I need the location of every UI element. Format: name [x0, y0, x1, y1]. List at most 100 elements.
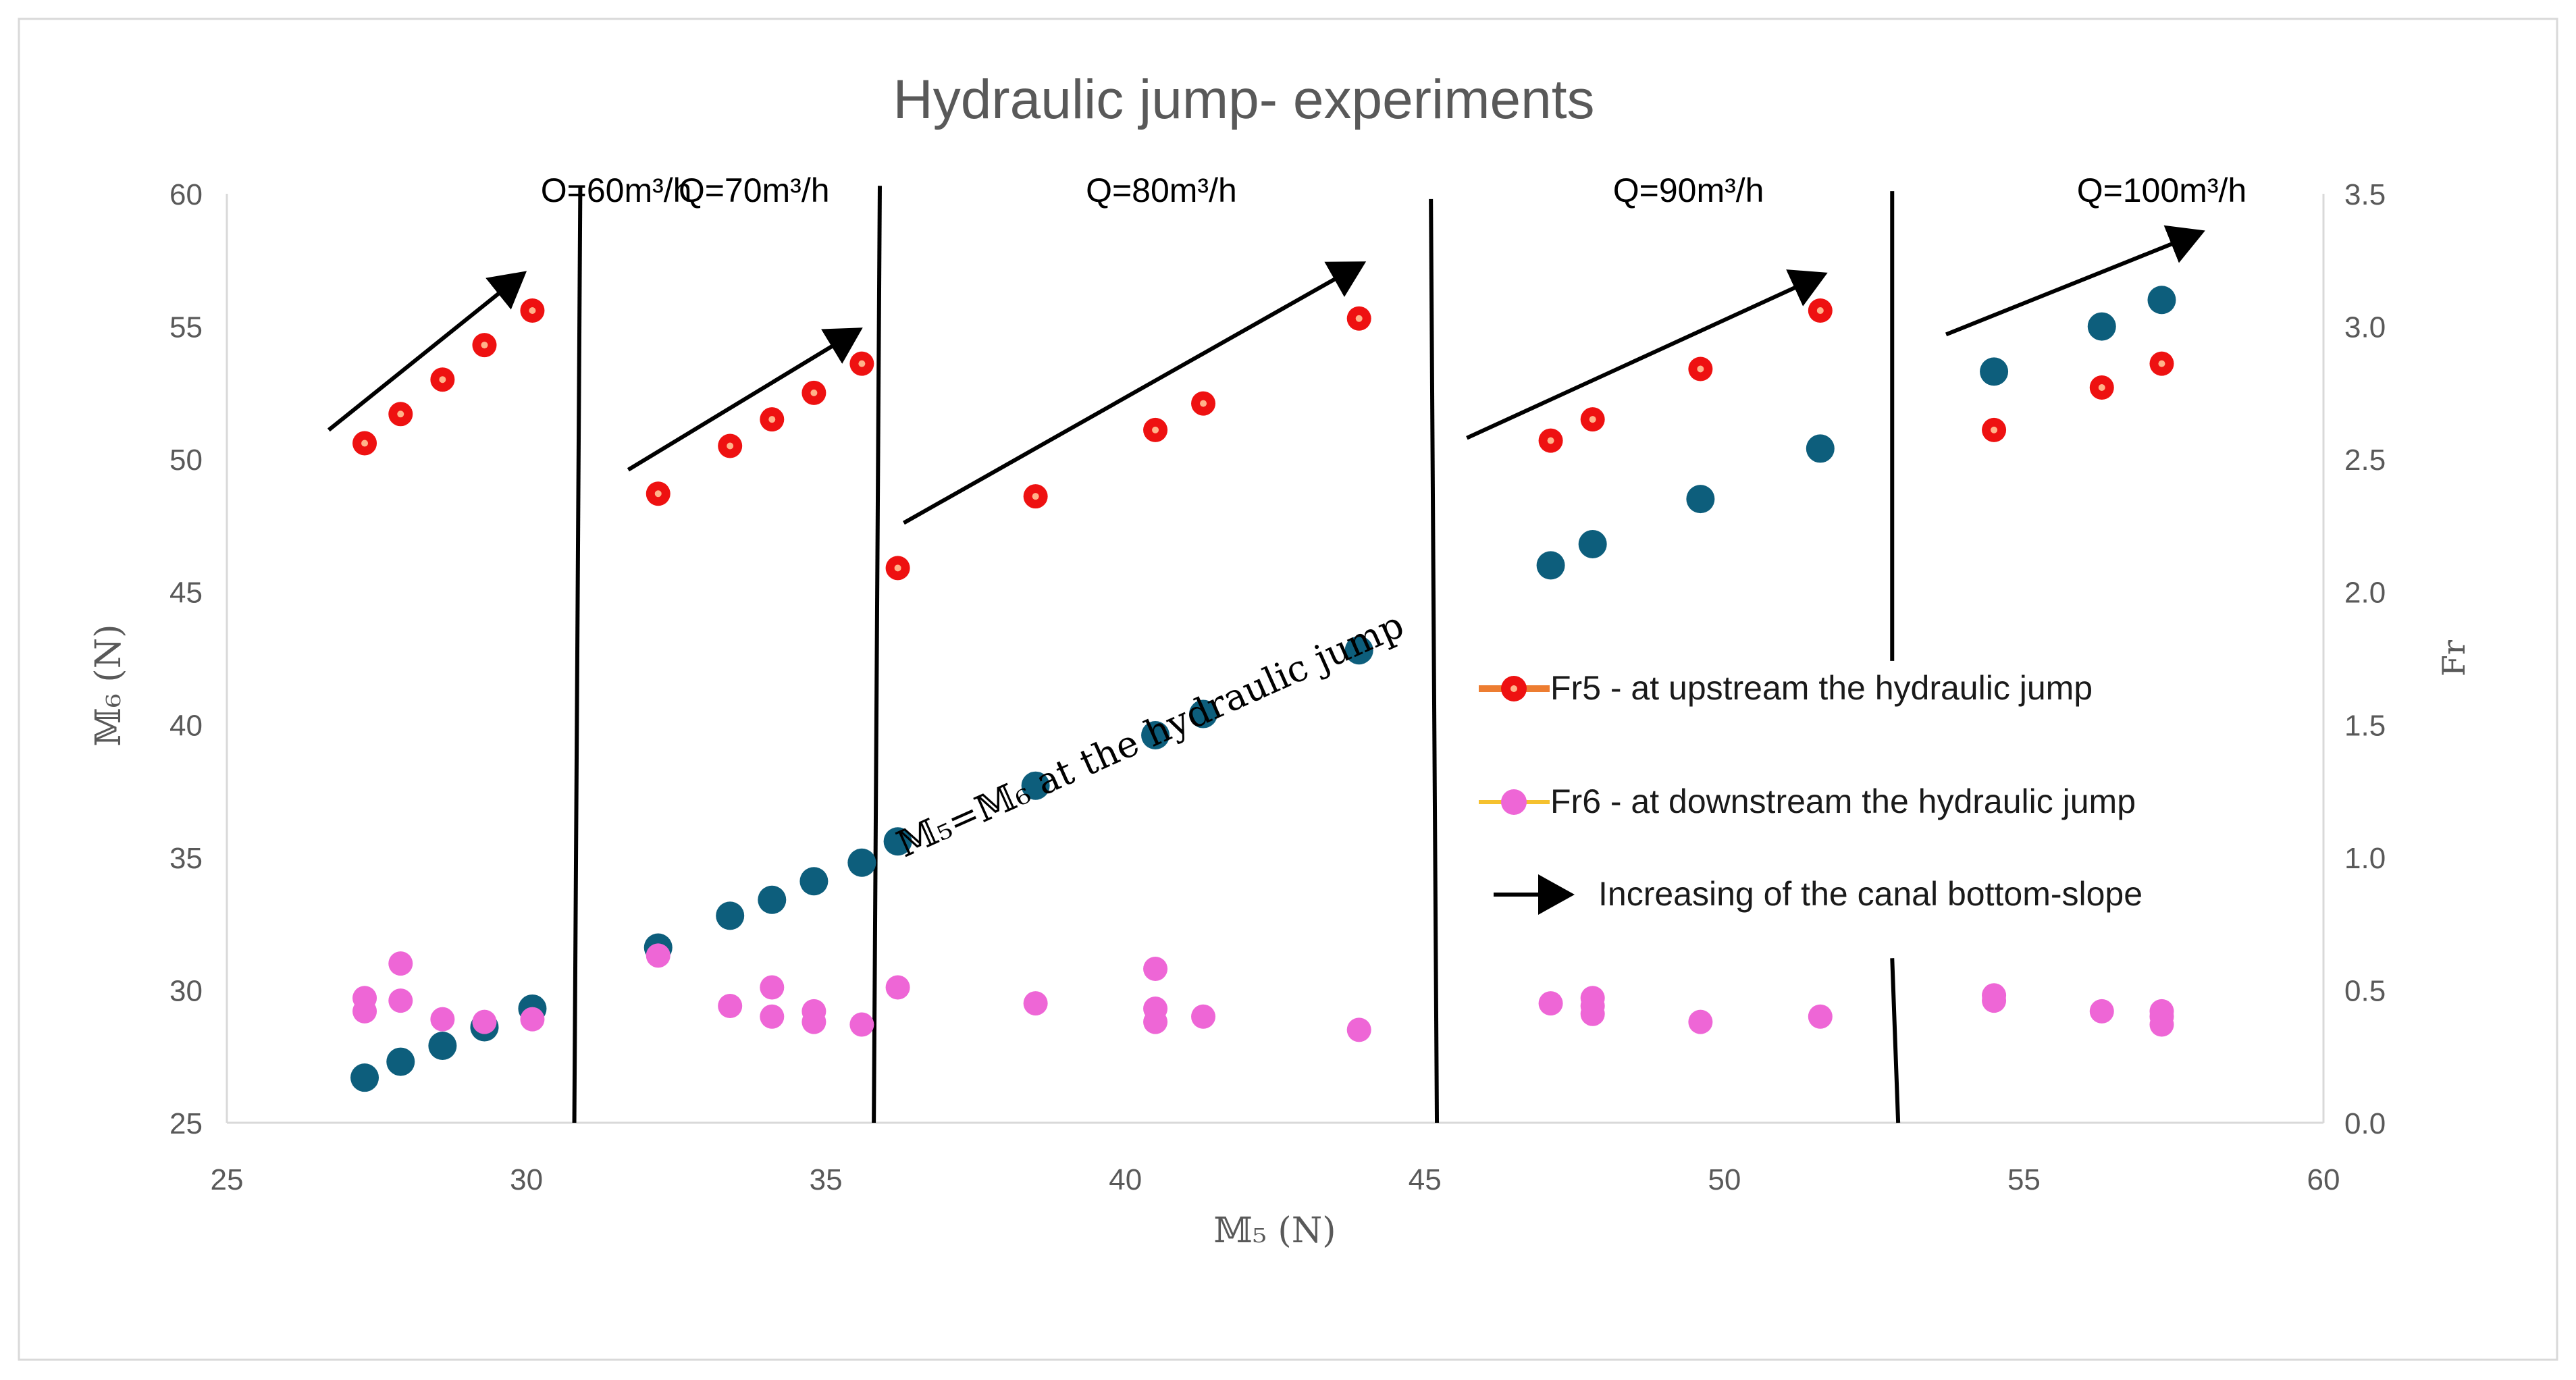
m6-point [758, 885, 787, 914]
y-right-tick-label: 0.0 [2344, 1107, 2386, 1140]
y-left-tick-label: 55 [169, 311, 203, 344]
x-tick-label: 60 [2307, 1163, 2340, 1196]
m6-point [428, 1031, 457, 1060]
m6-point [350, 1063, 379, 1092]
m6-point [1344, 636, 1373, 665]
m6-point [716, 901, 745, 930]
y-left-tick-label: 60 [169, 178, 203, 211]
fr6-point [388, 951, 413, 976]
m6-point [1021, 771, 1050, 800]
series-m6 [350, 286, 2176, 1092]
fr6-point [1143, 956, 1168, 981]
x-tick-label: 25 [211, 1163, 244, 1196]
fr6-point [885, 975, 910, 1000]
fr6-point [1023, 991, 1048, 1016]
fr5-point-center [397, 410, 404, 418]
flow-rate-label: Q=70m³/h [679, 171, 830, 209]
legend-entry-slope: Increasing of the canal bottom-slope [1494, 874, 2143, 915]
y-right-tick-label: 3.0 [2344, 311, 2386, 344]
separator-line [872, 186, 882, 1123]
fr6-point [2089, 999, 2114, 1024]
m6-point [386, 1047, 415, 1076]
separator-line [1429, 198, 1440, 1123]
y-right-tick-label: 2.5 [2344, 444, 2386, 477]
m6-point [1141, 721, 1170, 750]
y-left-tick-label: 45 [169, 577, 203, 610]
legend: Fr5 - at upstream the hydraulic jump Fr6… [1479, 669, 2143, 915]
m6-point [847, 848, 876, 877]
m6-point [1578, 529, 1607, 558]
fr6-point [1982, 988, 2007, 1013]
x-tick-label: 50 [1708, 1163, 1741, 1196]
m6-point [799, 867, 829, 896]
legend-fr5-marker-center [1510, 685, 1517, 692]
fr6-point [849, 1012, 874, 1037]
flow-rate-label: O=60m³/h [541, 171, 692, 209]
chart-frame [18, 18, 2558, 1361]
flow-rate-labels: O=60m³/hQ=70m³/h Q=80m³/h Q=90m³/h Q=100m³/… [541, 171, 2246, 209]
fr5-point-center [654, 490, 662, 498]
x-axis-tick-labels: 25 30 35 40 45 50 55 60 [211, 1163, 2340, 1196]
y-right-tick-label: 3.5 [2344, 178, 2386, 211]
m6-point [2147, 286, 2176, 315]
x-tick-label: 35 [810, 1163, 843, 1196]
fr6-point [718, 994, 743, 1019]
slope-arrow [902, 261, 1367, 525]
fr5-point-center [1697, 365, 1704, 373]
fr5-point-center [727, 442, 734, 450]
y-axis-left-label: 𝕄₆ (N) [88, 624, 129, 746]
fr5-point-center [1991, 426, 1998, 433]
series-fr6 [352, 943, 2174, 1042]
fr6-point [1538, 991, 1563, 1016]
fr5-point-center [2158, 360, 2165, 367]
fr5-point-center [439, 376, 446, 383]
fr6-point [760, 1004, 785, 1029]
y-left-tick-label: 50 [169, 444, 203, 477]
fr6-point [1346, 1017, 1371, 1042]
x-tick-label: 55 [2007, 1163, 2041, 1196]
fr5-point-center [1547, 437, 1554, 444]
fr6-point [352, 999, 377, 1024]
separator-line [572, 186, 583, 1123]
y-right-tick-label: 1.5 [2344, 709, 2386, 742]
y-left-tick-label: 25 [169, 1107, 203, 1140]
slope-arrow [1466, 269, 1828, 440]
x-tick-label: 30 [510, 1163, 543, 1196]
flow-rate-label: Q=90m³/h [1613, 171, 1764, 209]
m6-point [1806, 434, 1835, 463]
x-tick-label: 40 [1109, 1163, 1142, 1196]
fr6-point [801, 1009, 826, 1034]
fr5-point-center [768, 416, 776, 423]
fr5-point-center [1816, 307, 1824, 314]
fr6-point [2149, 1012, 2174, 1037]
fr5-point-center [2098, 383, 2105, 391]
fr6-point [1143, 1009, 1168, 1034]
fr5-point-center [1589, 416, 1596, 423]
m6-point [1189, 699, 1218, 728]
fr6-point [1688, 1009, 1713, 1034]
fr6-point [520, 1007, 545, 1032]
fr5-point-center [1032, 493, 1039, 500]
fr5-point-center [810, 389, 818, 396]
fr5-point-center [894, 564, 901, 572]
slope-arrows [327, 225, 2205, 525]
fr6-point [760, 975, 785, 1000]
fr5-point-center [1152, 426, 1159, 433]
m6-point [1536, 551, 1565, 580]
fr5-point-center [481, 342, 488, 349]
fr6-point [1808, 1004, 1833, 1029]
y-right-tick-label: 0.5 [2344, 974, 2386, 1007]
slope-arrow [1945, 225, 2205, 337]
m6-point [1686, 485, 1715, 514]
legend-fr6-label: Fr6 - at downstream the hydraulic jump [1550, 782, 2136, 820]
fr6-point [388, 988, 413, 1013]
slope-arrow [627, 327, 863, 472]
y-axis-left-tick-labels: 25 30 35 40 45 50 55 60 [169, 178, 203, 1140]
fr5-point-center [858, 360, 866, 367]
x-axis-label: 𝕄₅ (N) [1213, 1211, 1336, 1251]
fr5-point-center [529, 307, 536, 314]
y-left-tick-label: 35 [169, 842, 203, 875]
fr6-point [472, 1009, 497, 1034]
fr6-point [1191, 1004, 1216, 1029]
